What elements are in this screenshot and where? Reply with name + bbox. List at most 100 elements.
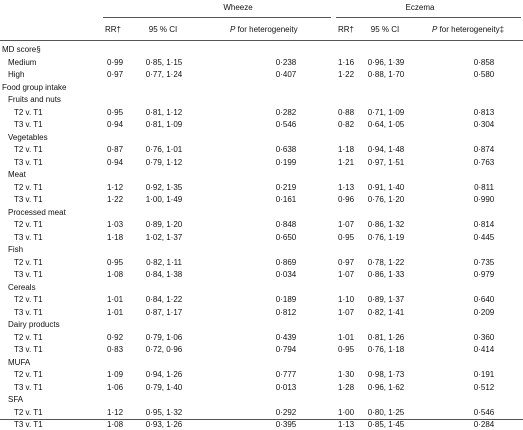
row-label: Dairy products [8,320,60,329]
cell-w-ci: 0·81, 1·09 [145,120,183,129]
cell-w-rr: 1·18 [107,232,124,242]
row-label: T3 v. T1 [14,307,43,317]
row-label: Cereals [8,282,36,292]
row-label: Vegetables [8,132,48,142]
cell-e-p: 0·858 [473,57,495,67]
cell-w-rr: 1·03 [107,220,124,229]
cell-w-ci: 0·79, 1·12 [145,157,183,167]
row-label: T3 v. T1 [14,270,43,279]
cell-w-ci: 0·85, 1·15 [145,57,183,67]
cell-e-rr: 1·21 [338,157,355,167]
cell-w-ci: 0·89, 1·20 [145,220,183,229]
cell-e-rr: 1·13 [338,420,355,429]
cell-e-rr: 1·16 [338,57,355,67]
cell-w-p: 0·812 [275,307,297,317]
cell-e-ci: 0·86, 1·33 [367,270,405,279]
cell-e-ci: 0·82, 1·41 [367,307,405,317]
cell-e-p: 0·445 [473,232,495,242]
cell-w-rr: 0·95 [107,107,124,117]
cell-w-ci: 0·87, 1·17 [145,307,183,317]
cell-e-ci: 0·80, 1·25 [367,407,405,417]
cell-w-rr: 0·92 [107,332,124,342]
cell-w-rr: 1·08 [107,270,124,279]
row-label: T2 v. T1 [14,257,43,267]
cell-w-ci: 0·81, 1·12 [145,107,183,117]
cell-w-ci: 0·79, 1·40 [145,382,183,392]
cell-e-p: 0·874 [473,145,495,154]
row-label: T3 v. T1 [14,420,43,429]
row-label: T2 v. T1 [14,182,43,192]
row-label: Fruits and nuts [8,95,61,104]
cell-w-p: 0·292 [275,407,297,417]
cell-e-rr: 1·07 [338,307,355,317]
cell-w-rr: 1·12 [107,407,124,417]
row-label: T3 v. T1 [14,232,43,242]
row-label: T3 v. T1 [14,120,43,129]
cell-w-ci: 0·84, 1·38 [145,270,183,279]
row-label: MD score§ [2,45,41,54]
bottom-rule [0,419,523,420]
cell-e-ci: 0·86, 1·32 [367,220,405,229]
row-label: T3 v. T1 [14,157,43,167]
cell-w-rr: 0·94 [107,120,124,129]
cell-e-ci: 0·85, 1·45 [367,420,405,429]
cell-e-p: 0·546 [473,407,495,417]
cell-w-rr: 0·97 [107,70,124,79]
cell-e-rr: 1·18 [338,145,355,154]
col-header-wheeze-rr: RR† [105,25,122,34]
cell-e-rr: 1·22 [338,70,355,79]
row-label: T3 v. T1 [14,195,43,204]
row-label: SFA [8,395,24,404]
cell-w-rr: 1·01 [107,307,124,317]
row-label: Fish [8,245,24,254]
cell-e-p: 0·284 [473,420,495,429]
cell-w-p: 0·794 [275,345,297,354]
col-header-wheeze-p: P for heterogeneity [230,25,298,35]
cell-w-rr: 1·12 [107,182,124,192]
cell-e-rr: 1·30 [338,370,355,379]
cell-w-rr: 0·87 [107,145,124,154]
cell-e-rr: 0·82 [338,120,355,129]
cell-e-ci: 0·97, 1·51 [367,157,405,167]
cell-w-rr: 1·01 [107,295,124,304]
cell-e-ci: 0·96, 1·62 [367,382,405,392]
cell-e-ci: 0·76, 1·19 [367,232,405,242]
cell-w-p: 0·777 [275,370,297,379]
cell-e-ci: 0·64, 1·05 [367,120,405,129]
cell-w-ci: 1·00, 1·49 [145,195,183,204]
cell-e-ci: 0·76, 1·18 [367,345,405,354]
cell-e-p: 0·640 [473,295,495,304]
cell-e-p: 0·304 [473,120,495,129]
cell-e-rr: 0·88 [338,107,355,117]
cell-w-p: 0·013 [275,382,297,392]
cell-w-p: 0·034 [275,270,297,279]
cell-e-p: 0·580 [473,70,495,79]
row-label: T2 v. T1 [14,295,43,304]
cell-e-p: 0·811 [474,182,494,192]
cell-e-p: 0·990 [473,195,495,204]
cell-w-p: 0·238 [275,57,297,67]
cell-e-p: 0·763 [473,157,495,167]
row-label: T2 v. T1 [14,107,43,117]
cell-e-rr: 0·95 [338,345,355,354]
cell-e-p: 0·360 [473,332,495,342]
row-label: Processed meat [8,207,66,217]
cell-e-ci: 0·76, 1·20 [367,195,405,204]
cell-w-ci: 0·95, 1·32 [145,407,183,417]
row-label: T3 v. T1 [14,382,43,392]
row-label: Food group intake [2,82,67,92]
cell-e-p: 0·191 [473,370,495,379]
cell-e-rr: 1·10 [338,295,355,304]
cell-w-p: 0·848 [275,220,297,229]
cell-e-p: 0·979 [473,270,495,279]
row-label: T3 v. T1 [14,345,43,354]
cell-w-rr: 0·83 [107,345,124,354]
cell-e-rr: 1·00 [338,407,355,417]
cell-w-rr: 1·06 [107,382,124,392]
cell-w-ci: 0·84, 1·22 [145,295,183,304]
col-header-wheeze-ci: 95 % CI [148,25,178,34]
cell-w-p: 0·638 [275,145,297,154]
row-label: T2 v. T1 [14,220,43,229]
cell-e-p: 0·512 [473,382,495,392]
